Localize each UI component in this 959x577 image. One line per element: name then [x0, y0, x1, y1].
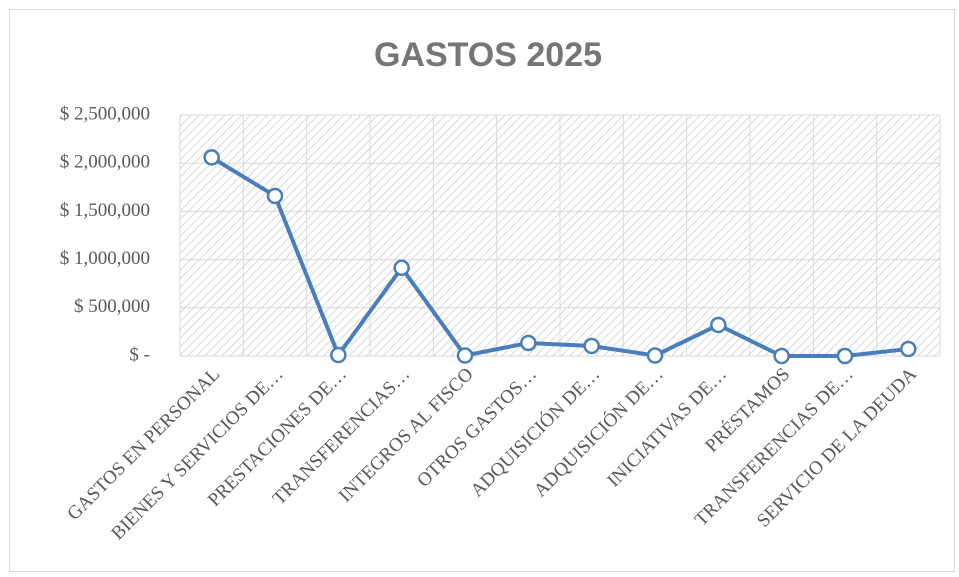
y-tick-label: $ - [129, 344, 150, 365]
marker [266, 187, 284, 205]
y-tick-label: $ 1,000,000 [60, 248, 150, 269]
marker [520, 334, 537, 352]
marker [583, 337, 600, 355]
line [210, 155, 909, 358]
marker [900, 340, 917, 358]
marker [773, 347, 790, 365]
marker [393, 259, 410, 277]
marker [646, 347, 664, 364]
y-tick-label: $ 2,500,000 [60, 103, 150, 124]
y-tick-label: $ 500,000 [74, 296, 150, 317]
chart-title: GASTOS 2025 [374, 36, 602, 74]
marker [836, 347, 854, 365]
y-tick-label: $ 2,000,000 [60, 152, 150, 173]
marker [330, 346, 347, 364]
y-tick-label: $ 1,500,000 [60, 200, 150, 221]
marker [203, 149, 220, 166]
marker [710, 316, 727, 334]
marker [456, 347, 474, 364]
